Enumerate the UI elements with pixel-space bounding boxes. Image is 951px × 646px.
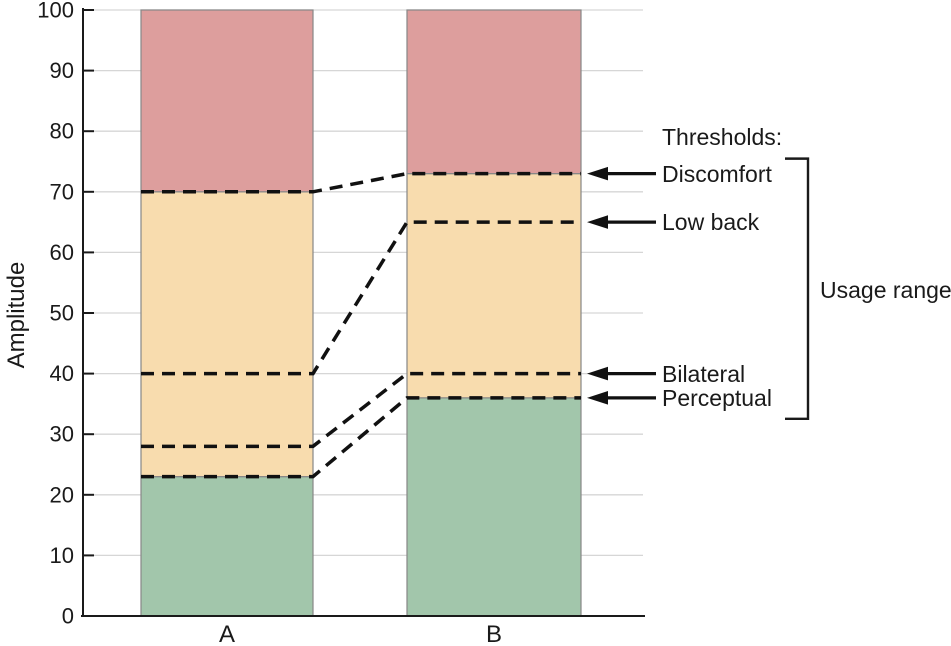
bar-segment-usage-zone [406, 173, 582, 399]
y-tick-label: 90 [50, 58, 74, 83]
left-arrow-icon [587, 166, 608, 181]
threshold-label-low-back: Low back [662, 209, 760, 236]
bar-segment-below-perceptual-zone [140, 476, 314, 617]
thresholds-heading: Thresholds: [662, 124, 783, 150]
threshold-dashed-line [141, 171, 581, 194]
y-tick-label: 100 [37, 0, 74, 23]
y-tick-label: 30 [50, 422, 74, 447]
threshold-dashed-line [141, 220, 581, 376]
y-tick-label: 80 [50, 119, 74, 144]
x-category-label: B [486, 621, 502, 646]
usage-range-bracket [785, 157, 810, 421]
threshold-dashed-line [141, 396, 581, 479]
bar-segment-above-discomfort-zone [140, 9, 314, 193]
left-arrow-icon [587, 391, 608, 405]
bar-segment-usage-zone [140, 191, 314, 478]
y-axis-title: Amplitude [3, 261, 30, 369]
y-tick-label: 40 [50, 361, 74, 386]
threshold-label-discomfort: Discomfort [662, 160, 772, 187]
bar-segment-above-discomfort-zone [406, 9, 582, 175]
x-category-label: A [219, 621, 235, 646]
y-tick-label: 50 [50, 301, 74, 326]
y-tick-label: 20 [50, 482, 74, 507]
usage-range-label: Usage range [820, 277, 951, 303]
y-tick-label: 0 [62, 604, 74, 629]
threshold-label-bilateral: Bilateral [662, 360, 746, 387]
threshold-dashed-line [141, 371, 581, 449]
threshold-label-perceptual: Perceptual [662, 384, 772, 411]
left-arrow-icon [587, 215, 608, 229]
y-tick-label: 70 [50, 179, 74, 204]
y-tick-label: 10 [50, 543, 74, 568]
y-tick-label: 60 [50, 240, 74, 265]
bar-segment-below-perceptual-zone [406, 397, 582, 617]
left-arrow-icon [587, 366, 608, 381]
